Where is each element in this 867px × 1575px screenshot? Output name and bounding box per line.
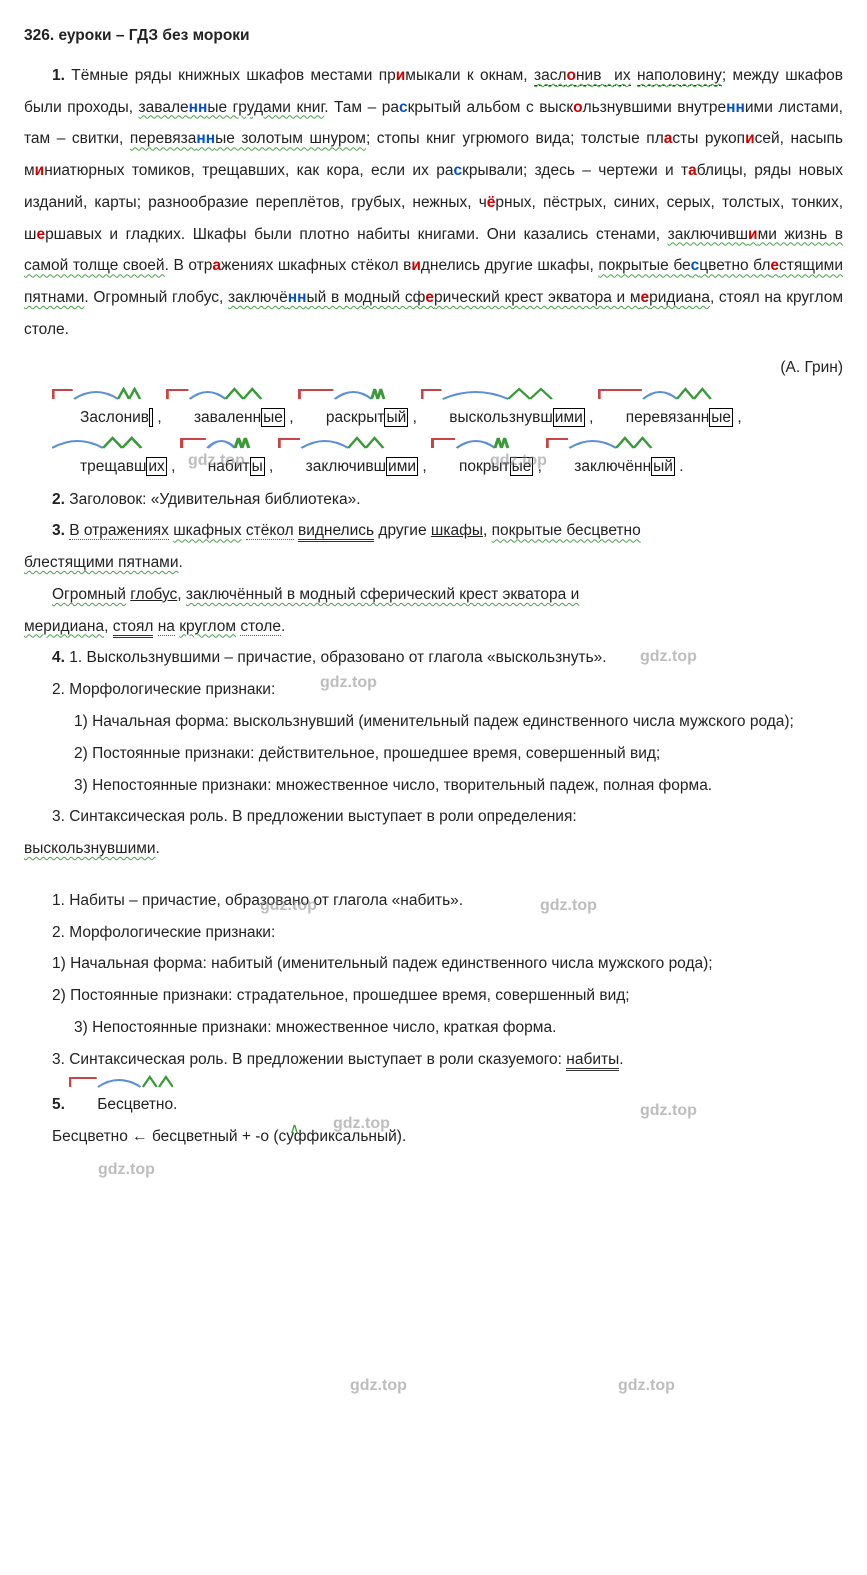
section-2-text: Заголовок: «Удивительная библиотека». <box>65 491 361 508</box>
section-3-line2: Огромный глобус, заключённый в модный сф… <box>24 579 843 611</box>
section-5: 5. Бесцветно . <box>24 1075 843 1121</box>
page-header: 326. еуроки – ГДЗ без мороки <box>24 20 843 52</box>
morpheme-покрытые: покрытые <box>431 436 533 484</box>
s4-l6: 3. Синтаксическая роль. В предложении вы… <box>24 801 843 833</box>
s4-l6b: выскользнувшими <box>24 840 156 857</box>
s4b-l2: 2. Морфологические признаки: <box>24 917 843 949</box>
s5-word: Бесцветно <box>69 1075 173 1121</box>
s4-l2: 2. Морфологические признаки: <box>24 674 843 706</box>
s4b-l6: 3. Синтаксическая роль. В предложении вы… <box>24 1044 843 1076</box>
section-3-line1: 3. В отражениях шкафных стёкол виднелись… <box>24 515 843 547</box>
s4b-l6b: набиты <box>566 1051 619 1071</box>
author: (А. Грин) <box>24 352 843 384</box>
section-1-num: 1. <box>52 67 65 84</box>
morpheme-заваленные: заваленные <box>166 387 285 435</box>
morpheme-выскользнувшими: выскользнувшими <box>421 387 585 435</box>
s4-l4w: 2) Постоянные признаки: действительное, … <box>24 738 843 770</box>
s4-l4: 2) Постоянные признаки: действительное, … <box>74 745 660 762</box>
s4b-l1: 1. Набиты – причастие, образовано от гла… <box>24 885 843 917</box>
s4-l6c: . <box>156 840 160 857</box>
morpheme-раскрытый: раскрытый <box>298 387 408 435</box>
s4b-l5: 3) Непостоянные признаки: множественное … <box>24 1012 843 1044</box>
watermark: gdz.top <box>350 1370 407 1403</box>
morpheme-заключившими: заключившими <box>278 436 418 484</box>
section-2-num: 2. <box>52 491 65 508</box>
s4b-l3: 1) Начальная форма: набитый (именительны… <box>24 948 843 980</box>
s4-l6a: 3. Синтаксическая роль. В предложении вы… <box>52 808 577 825</box>
watermark: gdz.top <box>98 1154 155 1187</box>
morpheme-заключённый: заключённый <box>546 436 675 484</box>
section-3-line2b: меридиана, стоял на круглом столе. <box>24 611 843 643</box>
s5-l2a: Бесцветно ← бесцветный + - <box>52 1128 260 1145</box>
s4b-l4w: 2) Постоянные признаки: страдательное, п… <box>24 980 843 1012</box>
s4-l3: 1) Начальная форма: выскользнувший (имен… <box>24 706 843 738</box>
section-2: 2. Заголовок: «Удивительная библиотека». <box>24 484 843 516</box>
watermark: gdz.top <box>618 1370 675 1403</box>
morpheme-Заслонив: Заслонив <box>52 387 153 435</box>
section-3-line1b: блестящими пятнами. <box>24 547 843 579</box>
s4-la: 4. 1. Выскользнувшими – причастие, образ… <box>24 642 843 674</box>
s4b-l6a: 3. Синтаксическая роль. В предложении вы… <box>52 1051 566 1068</box>
section-3-num: 3. <box>52 522 65 539</box>
s4b-l6c: . <box>619 1051 623 1068</box>
s4-l6w: выскользнувшими. <box>24 833 843 865</box>
morpheme-трещавших: трещавших <box>52 436 167 484</box>
section-5-num: 5. <box>52 1096 65 1113</box>
morpheme-набиты: набиты <box>180 436 265 484</box>
morpheme-block: Заслонив , заваленные , раскрытый , выск… <box>24 387 843 483</box>
s4b-l4: 2) Постоянные признаки: страдательное, п… <box>52 987 630 1004</box>
section-4-num: 4. <box>52 649 65 666</box>
s4-l5: 3) Непостоянные признаки: множественное … <box>24 770 843 802</box>
morpheme-перевязанные: перевязанные <box>598 387 733 435</box>
s4-l1: 1. Выскользнувшими – причастие, образова… <box>65 649 607 666</box>
s5-line2: Бесцветно ← бесцветный + -∧о (суффиксаль… <box>24 1121 843 1153</box>
section-1: 1. Тёмные ряды книжных шкафов местами пр… <box>24 60 843 346</box>
